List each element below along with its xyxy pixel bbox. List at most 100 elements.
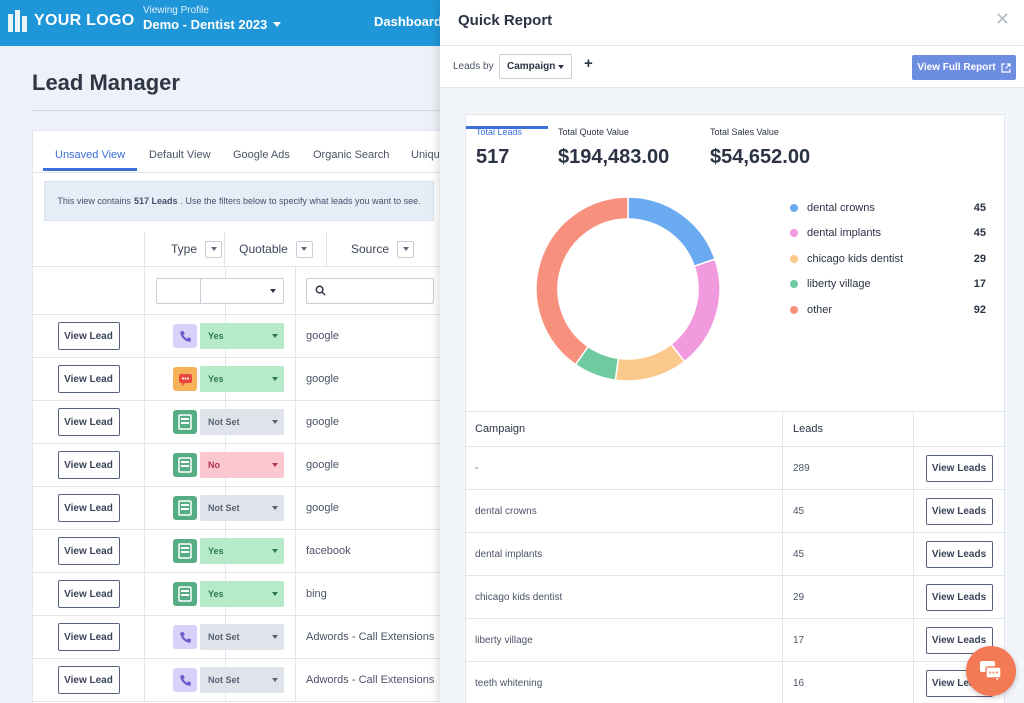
table-row: View Lead Not Set google: [33, 487, 453, 530]
phone-icon: [173, 625, 197, 649]
legend-label: dental implants: [807, 227, 881, 240]
tab-unique[interactable]: Uniqu: [411, 149, 440, 161]
stat-value: $54,652.00: [710, 146, 811, 168]
quotable-select[interactable]: No: [200, 452, 284, 478]
quotable-select[interactable]: Yes: [200, 323, 284, 349]
leads-by-select[interactable]: Campaign: [499, 54, 572, 79]
view-lead-button[interactable]: View Lead: [57, 623, 120, 651]
chevron-down-icon: [272, 463, 278, 467]
leads-cell: 45: [782, 533, 914, 575]
leads-cell: 16: [782, 662, 914, 703]
stat-total-leads[interactable]: Total Leads 517: [466, 126, 548, 169]
donut-slice-other[interactable]: [535, 196, 629, 366]
campaign-rows: -289 View Leads dental crowns 45 View Leads d…: [466, 447, 1004, 703]
quotable-select[interactable]: Not Set: [200, 495, 284, 521]
notice-count: 517 Leads: [133, 196, 178, 206]
legend-item: liberty village 17: [788, 272, 988, 298]
legend-swatch: [790, 229, 798, 238]
quotable-value: Yes: [208, 331, 224, 341]
dashboard-link[interactable]: Dashboard: [374, 14, 442, 29]
chart-legend: dental crowns 45 dental implants 45 chicago …: [788, 195, 988, 323]
view-lead-button[interactable]: View Lead: [57, 408, 120, 436]
legend-item: dental implants 45: [788, 221, 988, 247]
tab-google-ads[interactable]: Google Ads: [233, 149, 290, 161]
source-cell: google: [306, 373, 340, 385]
form-icon: [173, 582, 197, 606]
view-lead-button[interactable]: View Lead: [57, 322, 120, 350]
quotable-sort-button[interactable]: [295, 240, 313, 258]
chevron-down-icon: [272, 506, 278, 510]
quotable-select[interactable]: Yes: [200, 366, 284, 392]
legend-swatch: [790, 254, 798, 263]
table-row: View Lead Yes facebook: [33, 530, 453, 573]
view-leads-button[interactable]: View Leads: [925, 540, 993, 568]
table-row: teeth whitening 16 View Leads: [466, 662, 1004, 703]
quotable-select[interactable]: Not Set: [200, 624, 284, 650]
close-icon[interactable]: ✕: [994, 9, 1010, 29]
column-type: Type: [171, 242, 198, 256]
table-row: View Lead Not Set google: [33, 401, 453, 444]
filter-row: [33, 267, 453, 315]
quotable-filter-select[interactable]: [200, 277, 284, 304]
chevron-down-icon: [272, 334, 278, 338]
table-row: View Lead Yes bing: [33, 573, 453, 616]
view-tabs: Unsaved View Default View Google Ads Org…: [33, 131, 453, 173]
quotable-select[interactable]: Yes: [200, 581, 284, 607]
view-lead-button[interactable]: View Lead: [57, 451, 120, 479]
quotable-value: Not Set: [208, 632, 240, 642]
panel-title: Quick Report: [458, 12, 553, 29]
profile-switcher[interactable]: Viewing Profile Demo - Dentist 2023: [143, 5, 282, 32]
quotable-select[interactable]: Not Set: [200, 667, 284, 693]
tab-default-view[interactable]: Default View: [149, 149, 211, 161]
stat-total-quote-value[interactable]: Total Quote Value $194,483.00: [558, 127, 669, 169]
stat-value: $194,483.00: [558, 146, 670, 168]
tab-organic-search[interactable]: Organic Search: [313, 149, 390, 161]
view-lead-button[interactable]: View Lead: [57, 580, 120, 608]
logo-mark-icon: [8, 10, 28, 32]
logo[interactable]: YOUR LOGO: [8, 10, 134, 32]
view-leads-button[interactable]: View Leads: [925, 497, 993, 525]
chevron-down-icon: [272, 549, 278, 553]
source-cell: bing: [306, 588, 327, 600]
chat-widget-button[interactable]: [966, 646, 1016, 696]
view-lead-button[interactable]: View Lead: [57, 494, 120, 522]
chevron-down-icon: [301, 247, 308, 251]
type-sort-button[interactable]: [205, 240, 223, 258]
campaign-cell: chicago kids dentist: [475, 591, 563, 603]
view-full-report-button[interactable]: View Full Report: [912, 55, 1016, 80]
legend-item: chicago kids dentist 29: [788, 246, 988, 272]
table-row: View Lead Yes google: [33, 315, 453, 358]
form-icon: [173, 453, 197, 477]
lead-manager-card: Unsaved View Default View Google Ads Org…: [32, 130, 453, 703]
chat-icon: [173, 367, 197, 391]
table-row: View Lead Not Set Adwords - Call Extension…: [33, 616, 453, 659]
view-lead-button[interactable]: View Lead: [57, 537, 120, 565]
view-lead-button[interactable]: View Lead: [57, 666, 120, 694]
source-sort-button[interactable]: [397, 240, 415, 258]
donut-slice-dental-implants[interactable]: [669, 258, 721, 363]
stat-label: Total Quote Value: [558, 127, 629, 137]
add-icon[interactable]: +: [584, 55, 593, 72]
legend-swatch: [790, 280, 798, 289]
leads-by-label: Leads by: [453, 61, 494, 72]
view-lead-button[interactable]: View Lead: [57, 365, 120, 393]
view-leads-button[interactable]: View Leads: [925, 583, 993, 611]
campaign-donut-chart: [535, 196, 721, 382]
stat-label: Total Sales Value: [710, 127, 779, 137]
quotable-select[interactable]: Not Set: [200, 409, 284, 435]
donut-slice-chicago-kids-dentist[interactable]: [614, 343, 686, 382]
leads-table: Type Quotable Source: [33, 232, 453, 702]
view-leads-button[interactable]: View Leads: [925, 454, 993, 482]
legend-value: 29: [973, 252, 986, 265]
stat-total-sales-value[interactable]: Total Sales Value $54,652.00: [710, 127, 810, 169]
tab-unsaved-view[interactable]: Unsaved View: [43, 149, 138, 171]
source-search-input[interactable]: [306, 277, 434, 304]
report-toolbar: Leads by Campaign + View Full Report: [440, 46, 1024, 88]
lead-rows: View Lead Yes google View Lead Yes google View…: [33, 315, 453, 702]
divider: [32, 110, 442, 111]
quotable-select[interactable]: Yes: [200, 538, 284, 564]
table-header-row: Type Quotable Source: [33, 232, 453, 267]
profile-name: Demo - Dentist 2023: [143, 17, 268, 32]
campaign-cell: teeth whitening: [475, 677, 543, 689]
donut-slice-dental-crowns[interactable]: [627, 196, 716, 268]
